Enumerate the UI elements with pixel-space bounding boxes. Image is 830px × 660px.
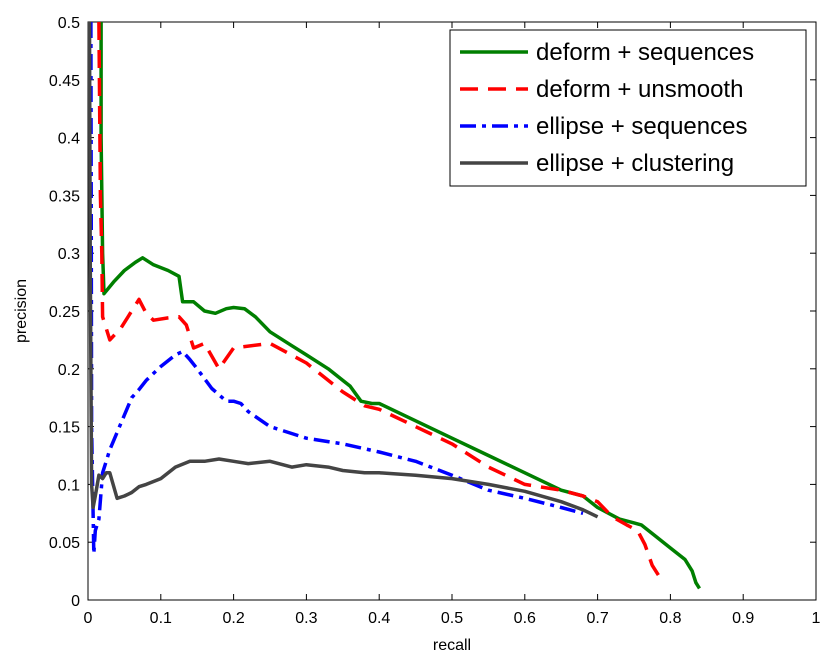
x-tick-label: 0: [84, 610, 93, 627]
y-tick-label: 0.1: [58, 477, 80, 494]
x-tick-label: 0.3: [295, 610, 317, 627]
y-tick-label: 0.15: [49, 420, 80, 437]
x-tick-label: 1: [812, 610, 821, 627]
legend-label-2: deform + unsmooth: [536, 76, 743, 103]
y-tick-label: 0.2: [58, 362, 80, 379]
y-axis-label: precision: [13, 279, 30, 343]
x-tick-label: 0.8: [659, 610, 681, 627]
x-tick-label: 0.5: [441, 610, 463, 627]
x-tick-label: 0.2: [222, 610, 244, 627]
series-line-4: [87, 21, 599, 519]
x-axis-label: recall: [433, 637, 471, 654]
legend-box: [449, 29, 807, 187]
y-tick-label: 0.5: [58, 15, 80, 32]
tick-labels: 0 0.1 0.2 0.3 0.4 0.5 0.6 0.7 0.8 0.9 1 0 0.05 0.1 0.1…: [49, 15, 821, 627]
series-layer: [87, 21, 701, 590]
x-tick-label: 0.6: [514, 610, 536, 627]
y-tick-label: 0.45: [49, 73, 80, 90]
x-tick-label: 0.9: [732, 610, 754, 627]
x-tick-label: 0.7: [586, 610, 608, 627]
legend-label-1: deform + sequences: [536, 39, 754, 66]
series-line-3: [89, 21, 584, 556]
legend-label-4: ellipse + clustering: [536, 150, 734, 177]
y-tick-label: 0.05: [49, 535, 80, 552]
legend-label-3: ellipse + sequences: [536, 113, 747, 140]
x-tick-label: 0.4: [368, 610, 390, 627]
y-tick-label: 0.25: [49, 304, 80, 321]
series-line-2: [97, 21, 661, 578]
legend: deform + sequences deform + unsmooth ellip…: [449, 29, 807, 187]
y-tick-label: 0: [71, 593, 80, 610]
x-tick-label: 0.1: [150, 610, 172, 627]
y-tick-label: 0.35: [49, 188, 80, 205]
y-tick-label: 0.4: [58, 131, 80, 148]
y-tick-label: 0.3: [58, 246, 80, 263]
legend-items: deform + sequences deform + unsmooth ellip…: [460, 39, 754, 177]
